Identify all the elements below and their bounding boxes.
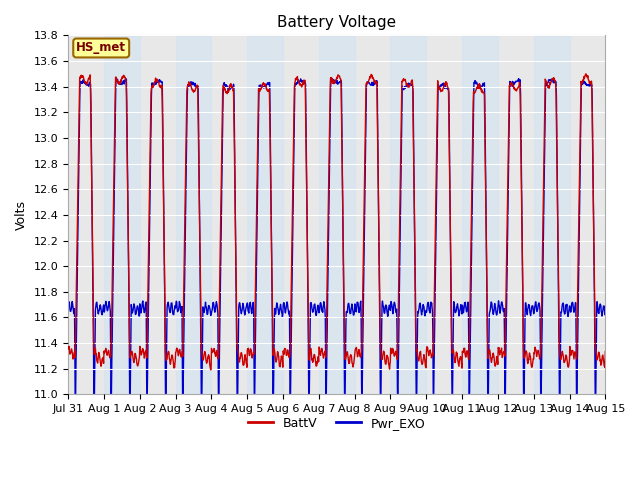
- Bar: [319, 36, 355, 395]
- Bar: [462, 36, 498, 395]
- Title: Battery Voltage: Battery Voltage: [277, 15, 396, 30]
- Bar: [175, 36, 211, 395]
- Y-axis label: Volts: Volts: [15, 200, 28, 230]
- Legend: BattV, Pwr_EXO: BattV, Pwr_EXO: [243, 412, 431, 435]
- Text: HS_met: HS_met: [76, 41, 126, 55]
- Bar: [247, 36, 283, 395]
- Bar: [104, 36, 140, 395]
- Bar: [534, 36, 570, 395]
- Bar: [390, 36, 426, 395]
